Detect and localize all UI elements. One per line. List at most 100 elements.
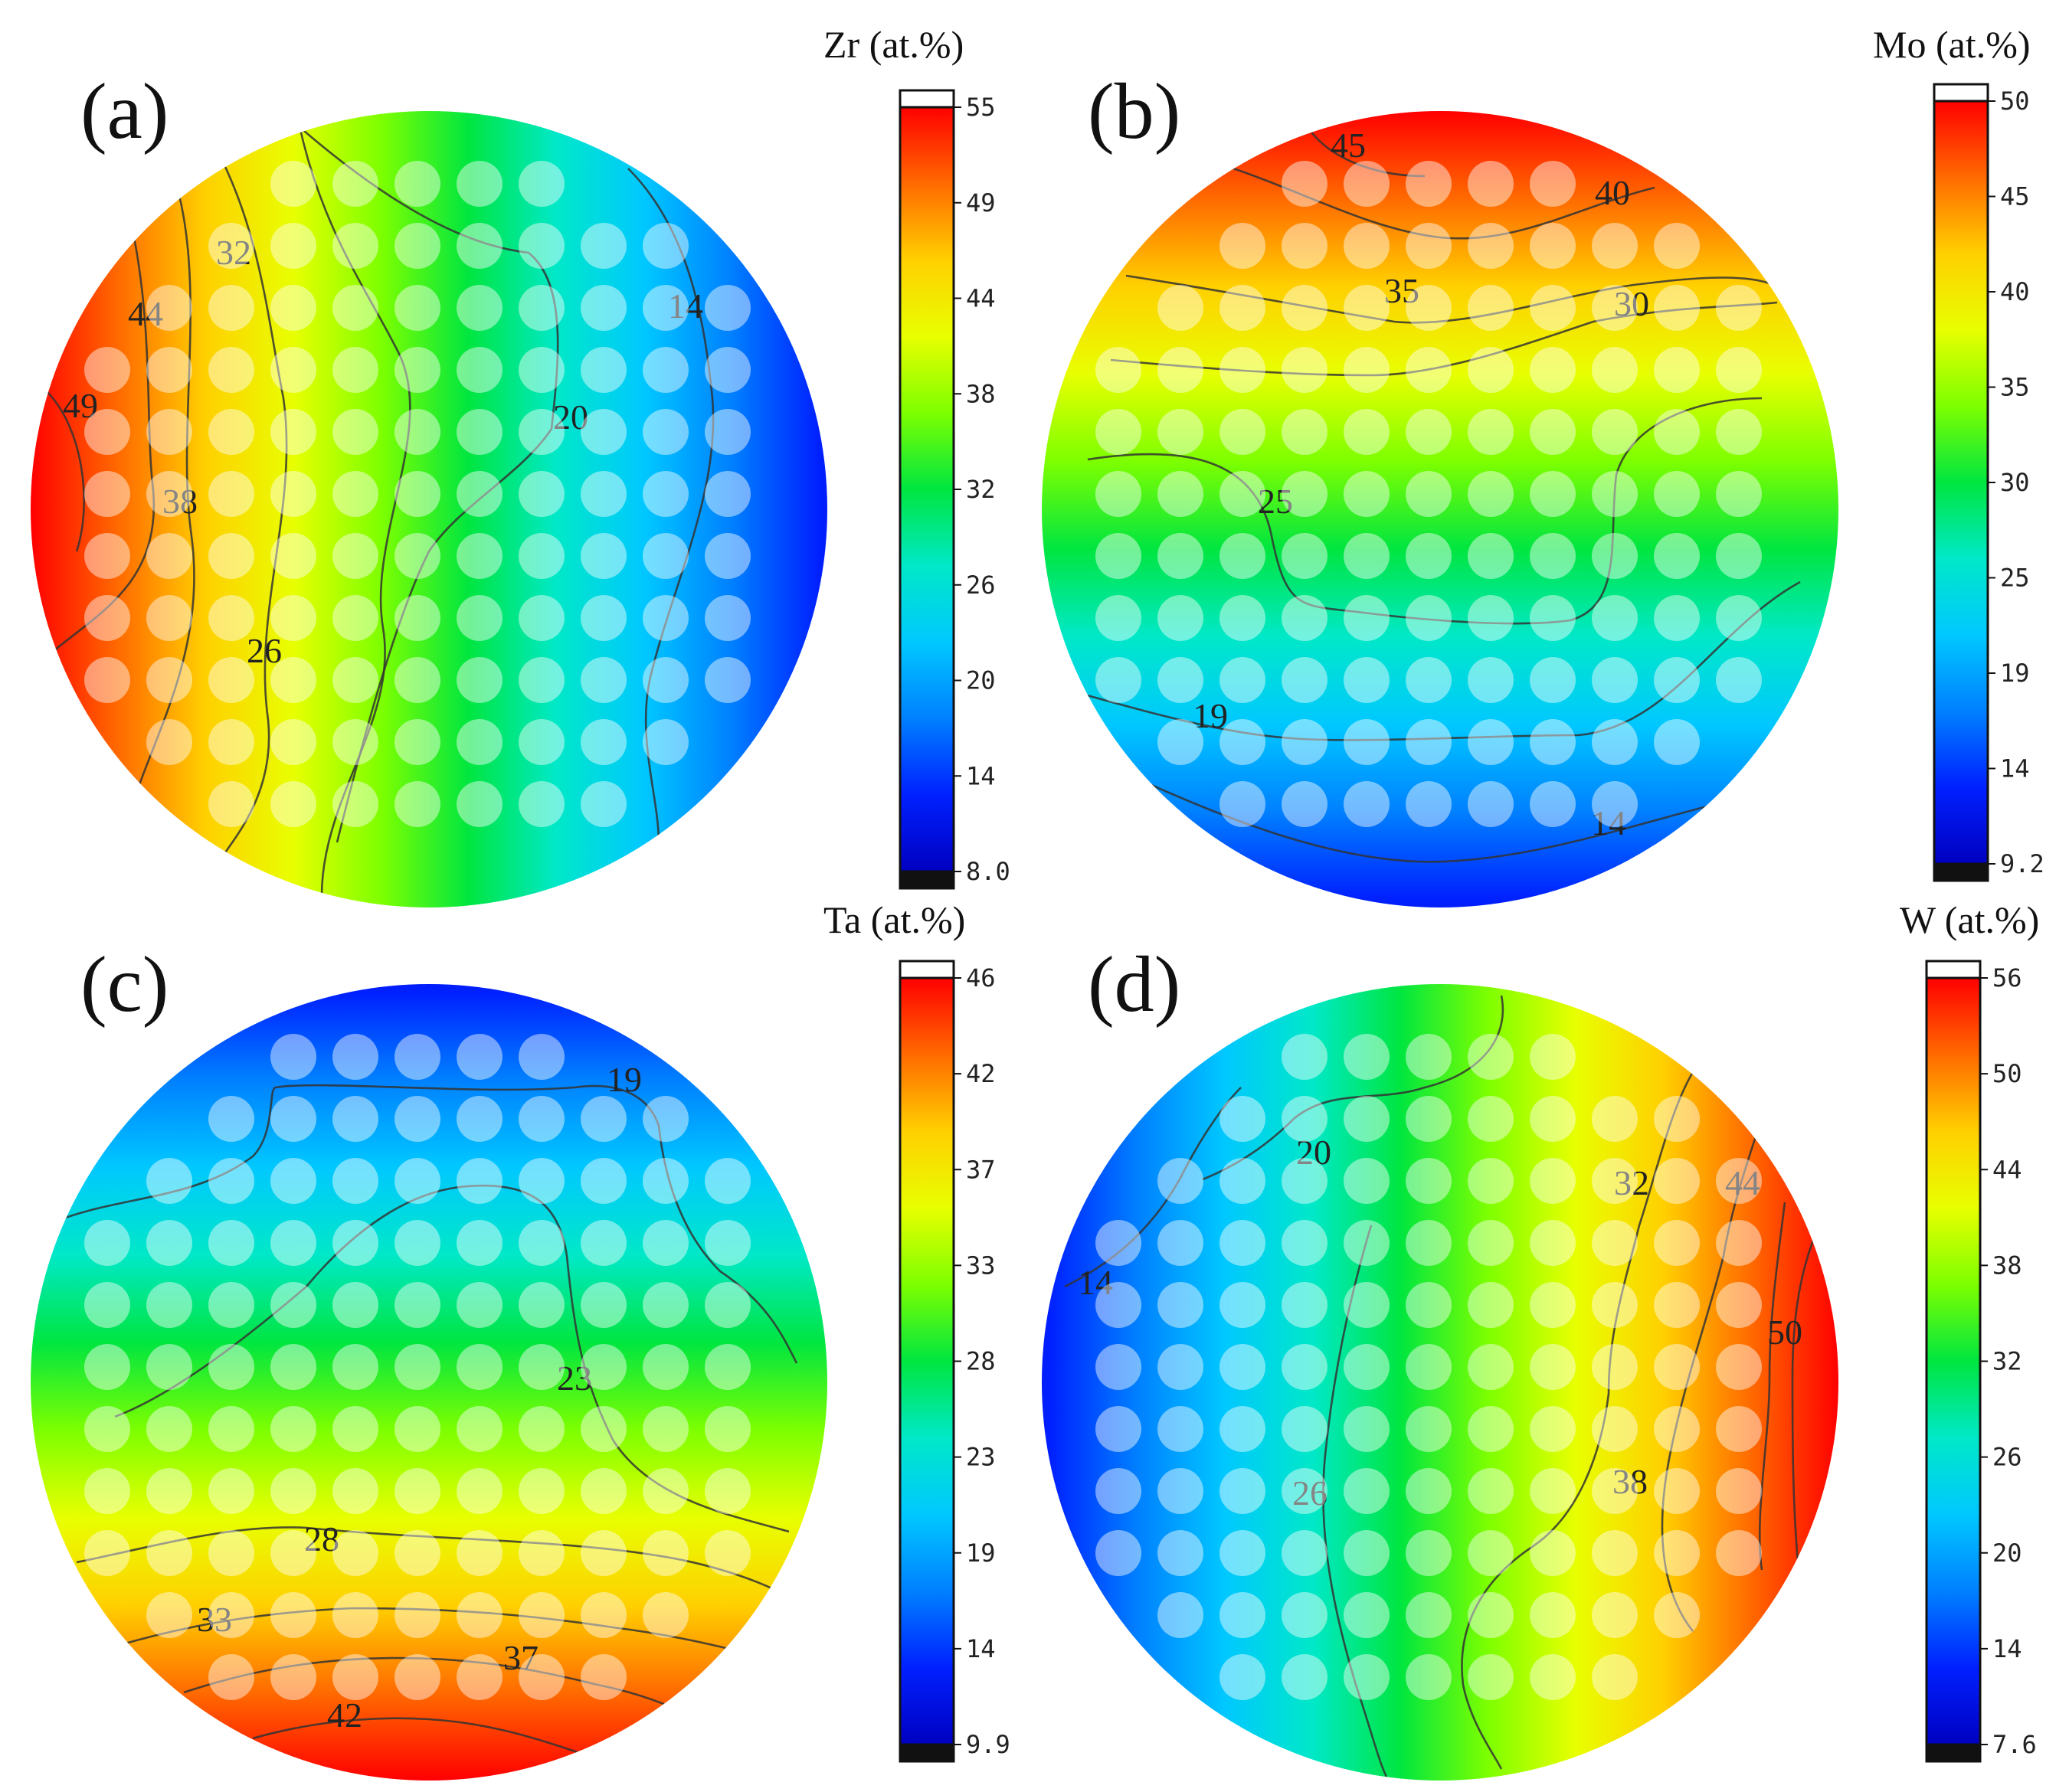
contour-label: 14 — [1591, 803, 1626, 842]
measurement-spot — [1592, 471, 1638, 517]
wafer-map-c: 19 23 28 33 37 42 — [31, 984, 827, 1781]
measurement-spot — [1406, 347, 1452, 393]
measurement-spot — [332, 595, 378, 641]
measurement-spot — [1654, 1220, 1700, 1266]
contour-line — [1110, 301, 1778, 377]
contour-label: 38 — [162, 482, 198, 521]
measurement-spot — [581, 347, 627, 393]
measurement-spot — [581, 285, 627, 331]
measurement-spot — [1654, 1592, 1700, 1638]
colorbar-b: 50 45 40 35 30 25 19 14 9.2 — [1933, 83, 2044, 882]
measurement-spot — [270, 223, 316, 269]
measurement-spot — [1095, 1530, 1141, 1576]
measurement-spot — [146, 347, 192, 393]
measurement-spot — [519, 1468, 565, 1514]
measurement-spot — [270, 1530, 316, 1576]
measurement-spot — [1219, 1468, 1265, 1514]
measurement-spot — [1344, 1034, 1390, 1080]
measurement-spot — [1157, 1158, 1203, 1204]
measurement-spot — [1592, 1654, 1638, 1700]
wafer-disk — [1042, 111, 1838, 907]
measurement-spot — [1406, 285, 1452, 331]
measurement-spot — [208, 223, 254, 269]
measurement-spot — [1282, 1530, 1327, 1576]
measurement-spot — [208, 1096, 254, 1142]
measurement-spot — [146, 285, 192, 331]
measurement-spot — [519, 595, 565, 641]
measurement-spot — [394, 1220, 440, 1266]
measurement-spot — [332, 1096, 378, 1142]
measurement-spot — [1530, 595, 1576, 641]
measurement-spot — [1468, 347, 1514, 393]
measurement-spot — [1344, 1654, 1390, 1700]
measurement-spot — [1530, 1344, 1576, 1390]
measurement-spot — [1406, 1158, 1452, 1204]
measurement-spot — [208, 533, 254, 579]
measurement-spot — [394, 285, 440, 331]
colorbar-tick-label: 32 — [966, 475, 996, 504]
measurement-spot — [1157, 533, 1203, 579]
measurement-spot — [581, 1220, 627, 1266]
measurement-spot — [519, 1654, 565, 1700]
measurement-spot — [1157, 1344, 1203, 1390]
measurement-spot — [270, 781, 316, 827]
measurement-spot — [394, 1096, 440, 1142]
measurement-spot — [581, 1592, 627, 1638]
measurement-spot — [84, 471, 130, 517]
colorbar-title-a: Zr (at.%) — [823, 23, 964, 66]
measurement-spot — [146, 595, 192, 641]
measurement-spot — [270, 409, 316, 455]
measurement-spot — [519, 285, 565, 331]
measurement-spot — [332, 1220, 378, 1266]
measurement-spot — [705, 533, 751, 579]
colorbar-tick-label: 25 — [2000, 564, 2030, 593]
colorbar-tick-label: 44 — [1992, 1155, 2022, 1184]
measurement-spots — [84, 1034, 751, 1700]
measurement-spot — [581, 781, 627, 827]
measurement-spot — [1157, 1530, 1203, 1576]
contour-line — [1064, 1087, 1242, 1288]
measurement-spot — [270, 285, 316, 331]
measurement-spot — [208, 1344, 254, 1390]
measurement-spot — [457, 409, 503, 455]
panel-a: 49 44 38 32 26 20 14 (a) Zr (at.%) 55 49 44 38 32 2… — [31, 23, 1010, 907]
measurement-spot — [1219, 781, 1265, 827]
measurement-spot — [1406, 657, 1452, 703]
measurement-spot — [1406, 1530, 1452, 1576]
measurement-spot — [581, 1096, 627, 1142]
measurement-spot — [643, 1344, 689, 1390]
colorbar-over-cap — [899, 960, 955, 979]
measurement-spot — [519, 1592, 565, 1638]
contour-line — [129, 183, 195, 813]
measurement-spot — [208, 719, 254, 765]
measurement-spot — [1282, 1344, 1327, 1390]
measurement-spot — [394, 1530, 440, 1576]
measurement-spot — [1095, 595, 1141, 641]
measurement-spot — [643, 471, 689, 517]
measurement-spot — [146, 1220, 192, 1266]
contour-label: 14 — [668, 286, 703, 325]
colorbar-gradient — [1925, 976, 1982, 1746]
measurement-spot — [1406, 1468, 1452, 1514]
measurement-spot — [1530, 719, 1576, 765]
measurement-spot — [457, 1468, 503, 1514]
measurement-spot — [1654, 533, 1700, 579]
contour-line — [114, 1184, 790, 1533]
measurement-spot — [394, 1468, 440, 1514]
colorbar-tick-label: 19 — [2000, 659, 2030, 688]
measurement-spot — [1406, 471, 1452, 517]
measurement-spot — [208, 409, 254, 455]
measurement-spot — [1654, 719, 1700, 765]
measurement-spot — [1219, 471, 1265, 517]
measurement-spot — [581, 1282, 627, 1328]
measurement-spot — [1468, 409, 1514, 455]
contour-line — [252, 1717, 583, 1755]
contour-line — [1791, 1217, 1825, 1586]
contour-label: 32 — [216, 233, 251, 272]
measurement-spot — [332, 1468, 378, 1514]
measurement-spot — [1716, 657, 1762, 703]
measurement-spot — [146, 1158, 192, 1204]
measurement-spot — [332, 781, 378, 827]
measurement-spot — [1282, 657, 1327, 703]
measurement-spot — [1530, 1282, 1576, 1328]
